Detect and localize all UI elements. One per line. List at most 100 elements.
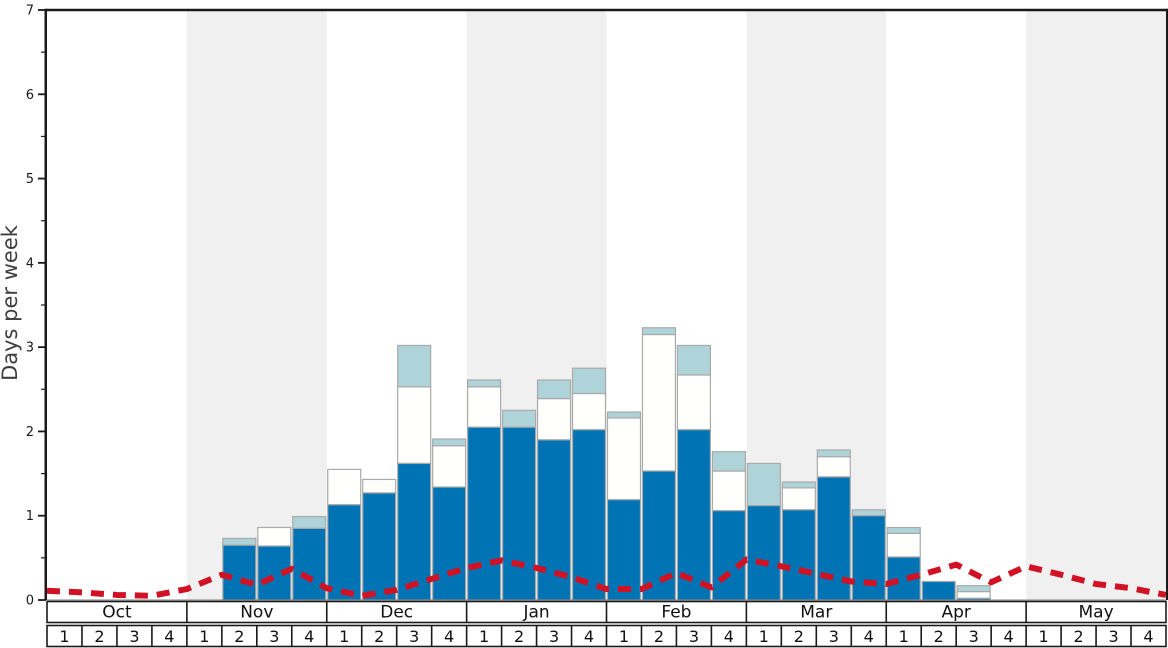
week-number-label: 2 bbox=[794, 627, 804, 646]
week-number-label: 1 bbox=[1039, 627, 1049, 646]
bar-feb-week3-lightblue-segment bbox=[676, 344, 712, 376]
bar-dec-week3-white-segment bbox=[397, 386, 432, 465]
y-tick-label-5: 5 bbox=[26, 172, 34, 187]
bar-jan-week1-lightblue-segment bbox=[467, 379, 502, 388]
week-number-label: 3 bbox=[689, 627, 699, 646]
week-number-label: 2 bbox=[374, 627, 384, 646]
y-tick-label-3: 3 bbox=[26, 341, 34, 356]
week-number-label: 2 bbox=[934, 627, 944, 646]
bar-feb-week1-white-segment bbox=[606, 417, 642, 501]
bar-mar-week4-darkblue-segment bbox=[851, 515, 886, 601]
bar-mar-week3-white-segment bbox=[816, 456, 851, 478]
bar-mar-week4-lightblue-segment bbox=[851, 509, 886, 517]
week-number-label: 1 bbox=[59, 627, 69, 646]
y-tick-label-4: 4 bbox=[26, 256, 34, 271]
week-number-label: 1 bbox=[479, 627, 489, 646]
bar-dec-week3-lightblue-segment bbox=[397, 344, 432, 388]
month-label-mar: Mar bbox=[800, 603, 832, 623]
bar-dec-week1-darkblue-segment bbox=[327, 504, 362, 601]
bar-apr-week1-lightblue-segment bbox=[886, 526, 921, 535]
week-number-label: 4 bbox=[584, 627, 594, 646]
bar-jan-week4-darkblue-segment bbox=[571, 429, 607, 601]
month-label-nov: Nov bbox=[240, 603, 273, 623]
week-number-label: 4 bbox=[864, 627, 874, 646]
month-band-nov bbox=[186, 10, 327, 600]
week-number-label: 3 bbox=[969, 627, 979, 646]
bar-mar-week2-white-segment bbox=[781, 487, 816, 511]
week-number-label: 1 bbox=[899, 627, 909, 646]
bar-dec-week2-white-segment bbox=[362, 478, 397, 494]
week-number-label: 4 bbox=[1143, 627, 1153, 646]
bar-apr-week3-lightblue-segment bbox=[956, 585, 991, 593]
week-number-label: 3 bbox=[269, 627, 279, 646]
month-label-oct: Oct bbox=[102, 603, 132, 623]
week-number-label: 3 bbox=[829, 627, 839, 646]
bar-feb-week2-white-segment bbox=[641, 333, 677, 472]
bar-mar-week2-darkblue-segment bbox=[781, 509, 816, 601]
bar-nov-week4-darkblue-segment bbox=[292, 527, 327, 601]
bar-jan-week3-white-segment bbox=[536, 397, 572, 441]
month-label-apr: Apr bbox=[941, 603, 970, 623]
week-number-label: 4 bbox=[304, 627, 314, 646]
bar-feb-week2-lightblue-segment bbox=[641, 327, 677, 336]
week-number-label: 2 bbox=[94, 627, 104, 646]
bar-dec-week4-white-segment bbox=[432, 445, 467, 488]
week-number-label: 3 bbox=[129, 627, 139, 646]
bar-feb-week4-darkblue-segment bbox=[711, 510, 746, 601]
bar-apr-week2-darkblue-segment bbox=[921, 580, 956, 601]
month-label-feb: Feb bbox=[661, 603, 691, 623]
week-number-label: 1 bbox=[619, 627, 629, 646]
y-axis-title: Days per week bbox=[0, 224, 22, 381]
week-number-label: 2 bbox=[654, 627, 664, 646]
y-tick-label-2: 2 bbox=[26, 425, 34, 440]
bar-feb-week1-darkblue-segment bbox=[606, 499, 642, 601]
week-number-label: 3 bbox=[1108, 627, 1118, 646]
bar-apr-week1-white-segment bbox=[886, 532, 921, 558]
y-tick-label-7: 7 bbox=[26, 4, 34, 19]
bar-feb-week4-white-segment bbox=[711, 470, 746, 512]
week-number-label: 3 bbox=[549, 627, 559, 646]
bar-jan-week3-lightblue-segment bbox=[536, 379, 572, 400]
month-band-may bbox=[1026, 10, 1166, 600]
week-number-label: 1 bbox=[199, 627, 209, 646]
bar-dec-week4-lightblue-segment bbox=[432, 438, 467, 447]
bar-dec-week4-darkblue-segment bbox=[432, 486, 467, 601]
week-number-label: 3 bbox=[409, 627, 419, 646]
bar-mar-week1-lightblue-segment bbox=[746, 462, 781, 507]
bar-apr-week3-white-segment bbox=[956, 590, 991, 599]
week-number-label: 2 bbox=[514, 627, 524, 646]
week-number-label: 1 bbox=[339, 627, 349, 646]
bar-dec-week1-white-segment bbox=[327, 468, 362, 506]
week-number-label: 4 bbox=[1004, 627, 1014, 646]
bar-jan-week2-darkblue-segment bbox=[501, 426, 537, 601]
bar-mar-week2-lightblue-segment bbox=[781, 481, 816, 489]
bar-nov-week2-darkblue-segment bbox=[222, 544, 257, 601]
bar-feb-week3-darkblue-segment bbox=[676, 429, 712, 601]
red-dashed-line bbox=[46, 556, 1167, 599]
week-number-label: 2 bbox=[1073, 627, 1083, 646]
month-label-dec: Dec bbox=[380, 603, 413, 623]
y-tick-label-0: 0 bbox=[26, 594, 34, 609]
y-tick-label-1: 1 bbox=[26, 509, 34, 524]
bar-jan-week4-white-segment bbox=[571, 392, 607, 431]
month-label-jan: Jan bbox=[522, 603, 549, 623]
bar-feb-week1-lightblue-segment bbox=[606, 411, 642, 419]
bar-nov-week3-white-segment bbox=[257, 526, 292, 547]
y-tick-label-6: 6 bbox=[26, 88, 34, 103]
bar-jan-week1-darkblue-segment bbox=[467, 426, 502, 601]
bar-feb-week3-white-segment bbox=[676, 374, 712, 431]
week-number-label: 4 bbox=[724, 627, 734, 646]
bar-jan-week1-white-segment bbox=[467, 386, 502, 428]
bar-mar-week1-darkblue-segment bbox=[746, 505, 781, 601]
bar-nov-week2-lightblue-segment bbox=[222, 537, 257, 546]
bar-dec-week2-darkblue-segment bbox=[362, 492, 397, 601]
bar-feb-week2-darkblue-segment bbox=[641, 470, 677, 601]
week-number-label: 4 bbox=[444, 627, 454, 646]
month-label-may: May bbox=[1078, 603, 1113, 623]
bar-feb-week4-lightblue-segment bbox=[711, 451, 746, 472]
bar-jan-week4-lightblue-segment bbox=[571, 367, 607, 395]
bar-mar-week3-lightblue-segment bbox=[816, 449, 851, 458]
week-number-label: 1 bbox=[759, 627, 769, 646]
